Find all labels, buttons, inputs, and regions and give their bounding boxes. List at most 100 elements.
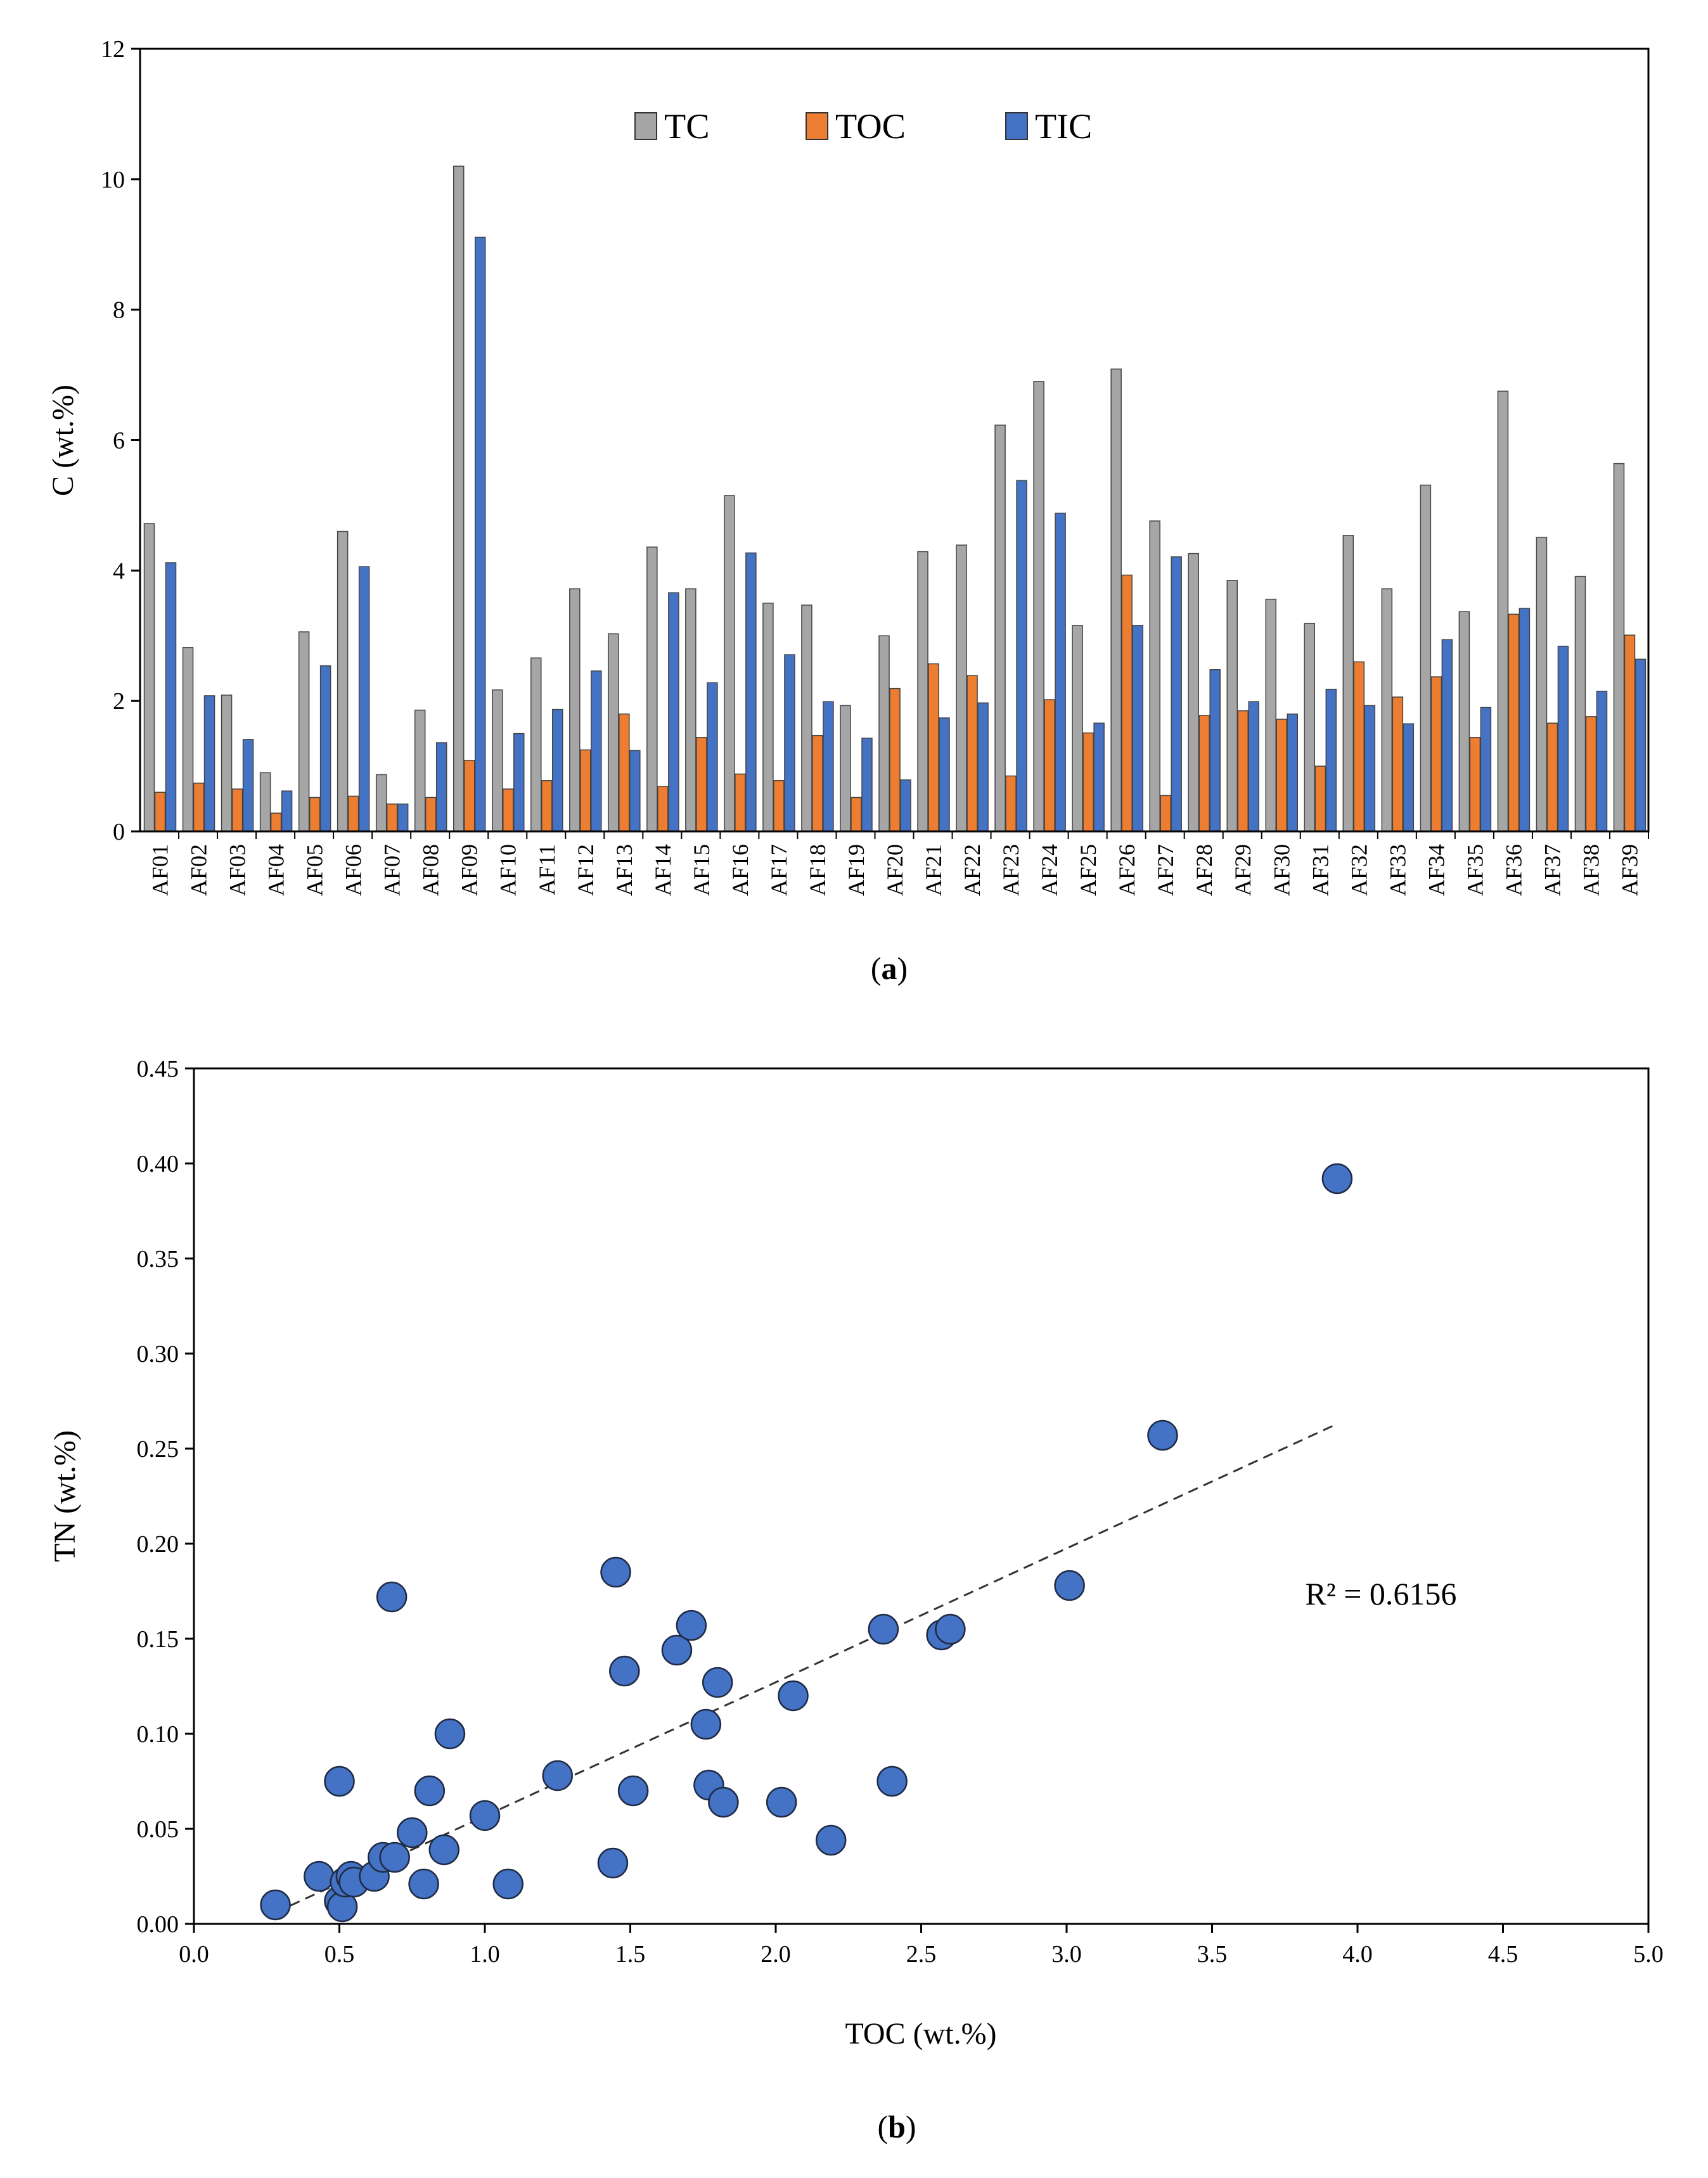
bar-tc-af07 xyxy=(375,774,387,832)
bar-toc-af39 xyxy=(1624,634,1636,832)
bar-toc-af28 xyxy=(1198,715,1210,832)
category-label: AF24 xyxy=(1037,844,1062,896)
bar-toc-af07 xyxy=(386,804,398,832)
scatter-point xyxy=(617,1775,649,1807)
x-tick-label: 1.0 xyxy=(470,1941,500,1968)
bar-toc-af02 xyxy=(193,783,205,832)
category-label: AF37 xyxy=(1539,844,1565,896)
bar-tc-af38 xyxy=(1574,575,1586,832)
scatter-point xyxy=(397,1817,428,1848)
category-label: AF36 xyxy=(1501,844,1526,896)
y-axis-ticks-a: 0 2 4 6 8 10 12 xyxy=(101,36,140,845)
x-axis-title-b: TOC (wt.%) xyxy=(845,2017,996,2051)
bar-toc-af19 xyxy=(851,797,862,832)
x-tick-label: 5.0 xyxy=(1633,1941,1664,1968)
bar-toc-af21 xyxy=(928,663,939,832)
bar-toc-af08 xyxy=(425,797,437,832)
bar-tc-af19 xyxy=(840,705,851,832)
bar-tic-af27 xyxy=(1171,556,1182,832)
category-label: AF01 xyxy=(148,844,173,896)
y-tick-label: 0.15 xyxy=(137,1626,179,1653)
scatter-point xyxy=(597,1847,629,1879)
bar-tic-af01 xyxy=(165,562,177,832)
bar-tic-af10 xyxy=(513,733,525,832)
bar-tic-af12 xyxy=(591,670,602,832)
scatter-point xyxy=(600,1556,631,1588)
category-label: AF27 xyxy=(1153,844,1178,896)
legend-a: TC TOC TIC xyxy=(634,107,1092,146)
y-tick-label: 0.40 xyxy=(137,1151,179,1177)
bar-tic-af35 xyxy=(1480,707,1492,832)
bar-tc-af36 xyxy=(1497,390,1509,832)
x-tick-label: 0.5 xyxy=(324,1941,355,1968)
panel-label-a: (a) xyxy=(871,951,908,986)
bar-tc-af01 xyxy=(143,523,155,832)
bar-tc-af05 xyxy=(298,631,310,832)
bar-tic-af21 xyxy=(939,717,950,832)
y-tick-label: 6 xyxy=(113,428,125,454)
scatter-point xyxy=(676,1610,707,1641)
scatter-points xyxy=(260,1163,1353,1923)
scatter-point xyxy=(935,1613,966,1645)
scatter-point xyxy=(408,1868,439,1900)
y-axis-title-a: C (wt.%) xyxy=(46,385,80,496)
bar-tc-af32 xyxy=(1342,535,1354,832)
bar-tc-af30 xyxy=(1265,598,1277,832)
y-tick-label: 8 xyxy=(113,297,125,324)
bar-tc-af34 xyxy=(1420,484,1432,832)
bar-toc-af17 xyxy=(773,779,785,832)
bar-tc-af39 xyxy=(1613,463,1625,832)
bar-tic-af08 xyxy=(435,742,447,832)
x-tick-label: 1.5 xyxy=(615,1941,646,1968)
y-tick-label: 0 xyxy=(113,819,125,845)
y-tick-label: 12 xyxy=(101,36,125,63)
y-tick-label: 0.20 xyxy=(137,1531,179,1558)
scatter-point xyxy=(690,1708,722,1740)
bar-tc-af29 xyxy=(1226,580,1238,832)
scatter-point xyxy=(324,1765,355,1797)
bar-tc-af11 xyxy=(530,657,542,832)
category-label: AF16 xyxy=(728,844,753,896)
category-label: AF28 xyxy=(1191,844,1217,896)
legend-label-tc: TC xyxy=(664,107,710,146)
bar-tc-af17 xyxy=(762,603,774,832)
bar-tic-af20 xyxy=(900,779,911,832)
bar-toc-af11 xyxy=(541,779,553,832)
y-tick-label: 0.00 xyxy=(137,1911,179,1938)
bar-toc-af25 xyxy=(1082,732,1094,832)
scatter-point xyxy=(1321,1163,1353,1195)
category-label: AF32 xyxy=(1346,844,1371,896)
bar-toc-af31 xyxy=(1314,766,1326,832)
bar-tic-af17 xyxy=(784,654,795,832)
bar-tic-af19 xyxy=(861,738,873,832)
category-label: AF39 xyxy=(1617,844,1642,896)
bar-tic-af09 xyxy=(474,236,486,832)
x-tick-label: 4.0 xyxy=(1342,1941,1373,1968)
category-label: AF38 xyxy=(1578,844,1603,896)
category-label: AF06 xyxy=(341,844,366,896)
x-tick-label: 2.0 xyxy=(761,1941,791,1968)
bar-toc-af15 xyxy=(696,737,707,832)
category-label: AF18 xyxy=(805,844,830,896)
legend-swatch-tc xyxy=(634,112,657,140)
category-label: AF15 xyxy=(689,844,714,896)
bar-tic-af29 xyxy=(1248,701,1259,832)
category-label: AF31 xyxy=(1307,844,1333,896)
y-axis-title-b: TN (wt.%) xyxy=(48,1430,82,1562)
bar-tic-af26 xyxy=(1132,625,1143,832)
bar-tc-af13 xyxy=(608,633,619,832)
bar-tic-af15 xyxy=(707,682,718,832)
bar-toc-af33 xyxy=(1392,696,1404,832)
bar-tc-af27 xyxy=(1149,520,1160,832)
category-label: AF23 xyxy=(998,844,1024,896)
bar-tic-af37 xyxy=(1557,645,1569,832)
category-label: AF14 xyxy=(650,844,676,896)
scatter-point xyxy=(815,1824,847,1856)
x-tick-label: 0.0 xyxy=(179,1941,209,1968)
scatter-point xyxy=(376,1581,408,1613)
bar-tc-af10 xyxy=(491,689,503,832)
bar-tic-af04 xyxy=(281,790,293,832)
bar-tic-af18 xyxy=(823,701,834,832)
category-label: AF13 xyxy=(612,844,637,896)
plot-frame-a xyxy=(139,48,1650,833)
